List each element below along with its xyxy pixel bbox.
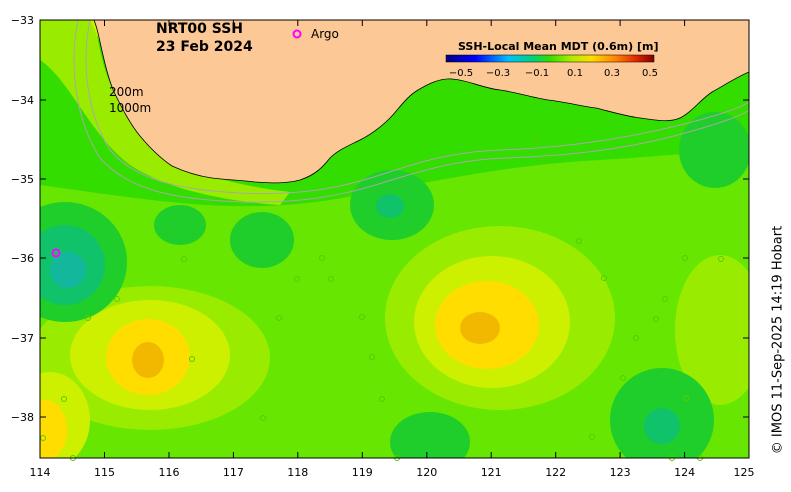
colorbar-tick: 0.1 xyxy=(567,68,583,79)
x-tick-label: 115 xyxy=(94,466,115,479)
x-axis-labels: 114 115 116 117 118 119 120 121 122 123 … xyxy=(30,466,755,479)
observation-marker xyxy=(276,315,282,321)
colorbar: SSH-Local Mean MDT (0.6m) [m] −0.5 −0.3 … xyxy=(445,40,658,79)
x-tick-label: 123 xyxy=(610,466,631,479)
observation-marker xyxy=(620,375,626,381)
argo-float xyxy=(51,248,61,258)
x-tick-label: 122 xyxy=(545,466,566,479)
observation-marker xyxy=(260,415,266,421)
observation-marker xyxy=(718,256,724,262)
isobath-200m-label: 200m xyxy=(109,85,144,99)
observation-marker xyxy=(319,255,325,261)
x-tick-label: 121 xyxy=(481,466,502,479)
isobath-1000m-label: 1000m xyxy=(109,101,151,115)
argo-legend-marker xyxy=(292,29,302,39)
x-tick-label: 125 xyxy=(734,466,755,479)
y-tick-label: −34 xyxy=(11,94,34,107)
y-tick-label: −37 xyxy=(11,332,34,345)
observation-marker xyxy=(61,396,67,402)
observation-marker xyxy=(328,276,334,282)
ssh-cold-northeast xyxy=(679,112,749,188)
x-tick-label: 118 xyxy=(287,466,308,479)
ssh-east-light xyxy=(675,255,749,405)
observation-marker xyxy=(85,315,91,321)
observation-marker xyxy=(601,275,607,281)
ssh-eddy-central-core xyxy=(460,312,500,344)
colorbar-tick: −0.1 xyxy=(525,68,549,79)
y-tick-label: −35 xyxy=(11,173,34,186)
map-title: NRT00 SSH xyxy=(156,21,243,37)
observation-marker xyxy=(379,396,385,402)
x-tick-label: 119 xyxy=(352,466,373,479)
observation-marker xyxy=(114,296,120,302)
ssh-nw-warm xyxy=(40,20,290,205)
ssh-cold-southeast-core xyxy=(644,408,680,444)
x-tick-label: 114 xyxy=(30,466,51,479)
colorbar-tick: −0.3 xyxy=(486,68,510,79)
y-tick-label: −36 xyxy=(11,252,34,265)
ssh-eddy-west-core xyxy=(132,342,164,378)
observation-marker xyxy=(576,238,582,244)
colorbar-title: SSH-Local Mean MDT (0.6m) [m] xyxy=(458,40,658,53)
observation-marker xyxy=(633,335,639,341)
observation-marker xyxy=(682,255,688,261)
observation-marker xyxy=(189,356,195,362)
observation-marker xyxy=(359,314,365,320)
ssh-field xyxy=(40,20,749,458)
ssh-cold-1171 xyxy=(230,212,294,268)
colorbar-ramp xyxy=(445,54,655,63)
ssh-sw-core xyxy=(40,400,67,458)
x-tick-label: 120 xyxy=(416,466,437,479)
credit: © IMOS 11-Sep-2025 14:19 Hobart xyxy=(768,205,788,475)
ssh-cold-1160 xyxy=(154,205,206,245)
x-tick-label: 124 xyxy=(674,466,695,479)
observation-marker xyxy=(534,137,540,143)
y-axis-labels: −33 −34 −35 −36 −37 −38 xyxy=(11,14,34,424)
x-axis xyxy=(39,20,750,458)
y-axis xyxy=(40,19,749,418)
observation-marker xyxy=(683,395,689,401)
observation-marker xyxy=(653,316,659,322)
observation-marker xyxy=(369,354,375,360)
observation-marker xyxy=(589,434,595,440)
colorbar-tick: 0.5 xyxy=(642,68,658,79)
colorbar-tick: 0.3 xyxy=(604,68,620,79)
observation-marker xyxy=(294,276,300,282)
argo-legend-label: Argo xyxy=(311,27,339,41)
y-tick-label: −33 xyxy=(11,14,34,27)
isobath-1000m xyxy=(73,20,749,203)
ssh-cold-west-core xyxy=(50,252,86,288)
observation-marker xyxy=(542,156,548,162)
x-tick-label: 117 xyxy=(223,466,244,479)
colorbar-tick: −0.5 xyxy=(449,68,473,79)
observation-marker xyxy=(662,296,668,302)
plot-frame xyxy=(39,19,750,459)
ssh-cold-1193-core xyxy=(376,194,404,218)
y-tick-label: −38 xyxy=(11,411,34,424)
credit-text: © IMOS 11-Sep-2025 14:19 Hobart xyxy=(770,225,786,455)
isobath-200m xyxy=(85,20,749,195)
observation-marker xyxy=(181,256,187,262)
argo-floats xyxy=(51,248,61,258)
map-date: 23 Feb 2024 xyxy=(156,39,253,55)
ssh-cold-south-central xyxy=(390,412,470,458)
x-tick-label: 116 xyxy=(159,466,180,479)
